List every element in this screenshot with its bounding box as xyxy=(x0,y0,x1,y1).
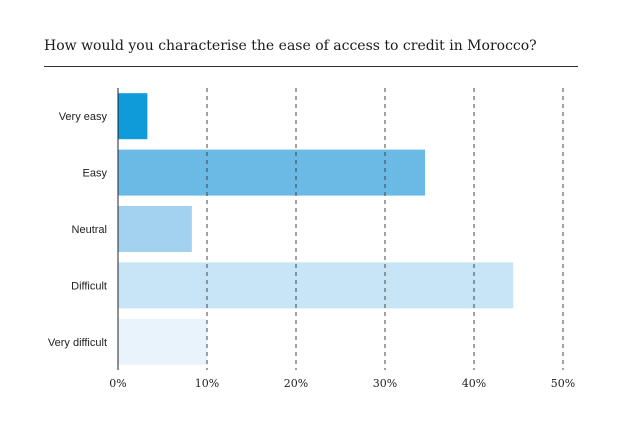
category-label: Very easy xyxy=(59,111,108,123)
category-label: Very difficult xyxy=(48,337,107,349)
x-tick-label: 30% xyxy=(373,377,397,390)
category-label: Neutral xyxy=(72,224,107,236)
title-divider xyxy=(44,66,578,67)
bar-neutral xyxy=(118,206,192,252)
bar-very-easy xyxy=(118,93,148,140)
bar-difficult xyxy=(118,262,514,309)
x-tick-label: 50% xyxy=(551,377,575,390)
x-tick-label: 10% xyxy=(195,377,219,390)
x-tick-label: 20% xyxy=(284,377,308,390)
category-label: Difficult xyxy=(71,280,107,292)
bar-easy xyxy=(118,149,426,196)
bar-very-difficult xyxy=(118,318,207,365)
x-tick-label: 40% xyxy=(462,377,486,390)
x-tick-label: 0% xyxy=(109,377,126,390)
category-label: Easy xyxy=(83,168,108,180)
chart-title: How would you characterise the ease of a… xyxy=(44,38,537,54)
